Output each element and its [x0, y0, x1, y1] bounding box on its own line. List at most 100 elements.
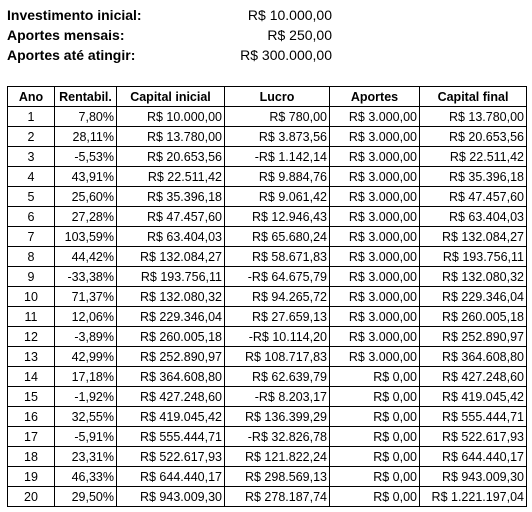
cell-ano: 8 [7, 246, 55, 267]
table-row: 14 17,18% R$ 364.608,80 R$ 62.639,79 R$ 0,00… [7, 366, 527, 387]
cell-ano: 11 [7, 306, 55, 327]
table-row: 10 71,37% R$ 132.080,32 R$ 94.265,72 R$ 3.00… [7, 286, 527, 307]
cell-capital-inicial: R$ 522.617,93 [116, 446, 225, 467]
cell-capital-final: R$ 132.084,27 [419, 226, 527, 247]
table-row: 18 23,31% R$ 522.617,93 R$ 121.822,24 R$ 0,0… [7, 446, 527, 467]
cell-capital-final: R$ 35.396,18 [419, 166, 527, 187]
cell-capital-inicial: R$ 943.009,30 [116, 486, 225, 507]
cell-rentabilidade: 7,80% [54, 106, 117, 127]
cell-aportes: R$ 3.000,00 [329, 126, 420, 147]
cell-ano: 4 [7, 166, 55, 187]
cell-lucro: -R$ 1.142,14 [224, 146, 330, 167]
cell-rentabilidade: 46,33% [54, 466, 117, 487]
cell-ano: 15 [7, 386, 55, 407]
header-aportes: Aportes [329, 86, 420, 107]
summary-value: R$ 250,00 [267, 27, 332, 43]
header-capital-inicial: Capital inicial [116, 86, 225, 107]
cell-capital-final: R$ 193.756,11 [419, 246, 527, 267]
cell-ano: 16 [7, 406, 55, 427]
summary-row-contribution-limit: Aportes até atingir: R$ 300.000,00 [7, 45, 332, 65]
cell-capital-inicial: R$ 63.404,03 [116, 226, 225, 247]
cell-ano: 5 [7, 186, 55, 207]
summary-label: Aportes mensais: [7, 27, 125, 43]
cell-rentabilidade: 32,55% [54, 406, 117, 427]
cell-rentabilidade: -3,89% [54, 326, 117, 347]
cell-capital-final: R$ 20.653,56 [419, 126, 527, 147]
table-row: 5 25,60% R$ 35.396,18 R$ 9.061,42 R$ 3.000,0… [7, 186, 527, 207]
cell-aportes: R$ 0,00 [329, 366, 420, 387]
cell-lucro: R$ 136.399,29 [224, 406, 330, 427]
cell-rentabilidade: 44,42% [54, 246, 117, 267]
cell-aportes: R$ 0,00 [329, 486, 420, 507]
summary-value: R$ 10.000,00 [247, 7, 332, 23]
summary-row-initial-investment: Investimento inicial: R$ 10.000,00 [7, 5, 332, 25]
cell-ano: 10 [7, 286, 55, 307]
cell-lucro: R$ 278.187,74 [224, 486, 330, 507]
summary-row-monthly-contribution: Aportes mensais: R$ 250,00 [7, 25, 332, 45]
cell-rentabilidade: 27,28% [54, 206, 117, 227]
cell-capital-final: R$ 47.457,60 [419, 186, 527, 207]
cell-capital-final: R$ 644.440,17 [419, 446, 527, 467]
table-row: 2 28,11% R$ 13.780,00 R$ 3.873,56 R$ 3.000,0… [7, 126, 527, 147]
cell-lucro: R$ 9.884,76 [224, 166, 330, 187]
cell-capital-final: R$ 63.404,03 [419, 206, 527, 227]
cell-aportes: R$ 3.000,00 [329, 206, 420, 227]
cell-capital-final: R$ 252.890,97 [419, 326, 527, 347]
summary-label: Investimento inicial: [7, 7, 142, 23]
cell-capital-final: R$ 555.444,71 [419, 406, 527, 427]
cell-capital-inicial: R$ 193.756,11 [116, 266, 225, 287]
cell-rentabilidade: 103,59% [54, 226, 117, 247]
cell-capital-final: R$ 1.221.197,04 [419, 486, 527, 507]
cell-ano: 2 [7, 126, 55, 147]
cell-ano: 7 [7, 226, 55, 247]
cell-rentabilidade: 29,50% [54, 486, 117, 507]
cell-lucro: -R$ 32.826,78 [224, 426, 330, 447]
cell-rentabilidade: -5,91% [54, 426, 117, 447]
cell-capital-inicial: R$ 427.248,60 [116, 386, 225, 407]
cell-aportes: R$ 3.000,00 [329, 266, 420, 287]
cell-capital-inicial: R$ 10.000,00 [116, 106, 225, 127]
cell-rentabilidade: 71,37% [54, 286, 117, 307]
cell-lucro: -R$ 10.114,20 [224, 326, 330, 347]
cell-capital-inicial: R$ 132.084,27 [116, 246, 225, 267]
cell-aportes: R$ 3.000,00 [329, 286, 420, 307]
cell-aportes: R$ 3.000,00 [329, 186, 420, 207]
table-row: 13 42,99% R$ 252.890,97 R$ 108.717,83 R$ 3.0… [7, 346, 527, 367]
table-row: 16 32,55% R$ 419.045,42 R$ 136.399,29 R$ 0,0… [7, 406, 527, 427]
cell-aportes: R$ 0,00 [329, 446, 420, 467]
table-row: 4 43,91% R$ 22.511,42 R$ 9.884,76 R$ 3.000,0… [7, 166, 527, 187]
cell-capital-inicial: R$ 644.440,17 [116, 466, 225, 487]
cell-capital-final: R$ 132.080,32 [419, 266, 527, 287]
summary-value: R$ 300.000,00 [240, 47, 332, 63]
cell-rentabilidade: -33,38% [54, 266, 117, 287]
table-row: 7 103,59% R$ 63.404,03 R$ 65.680,24 R$ 3.000… [7, 226, 527, 247]
cell-lucro: R$ 65.680,24 [224, 226, 330, 247]
cell-aportes: R$ 0,00 [329, 466, 420, 487]
cell-lucro: -R$ 8.203,17 [224, 386, 330, 407]
table-row: 17 -5,91% R$ 555.444,71 -R$ 32.826,78 R$ 0,0… [7, 426, 527, 447]
table-row: 19 46,33% R$ 644.440,17 R$ 298.569,13 R$ 0,0… [7, 466, 527, 487]
table-row: 8 44,42% R$ 132.084,27 R$ 58.671,83 R$ 3.000… [7, 246, 527, 267]
cell-aportes: R$ 3.000,00 [329, 146, 420, 167]
cell-lucro: R$ 58.671,83 [224, 246, 330, 267]
cell-aportes: R$ 3.000,00 [329, 166, 420, 187]
table-row: 11 12,06% R$ 229.346,04 R$ 27.659,13 R$ 3.00… [7, 306, 527, 327]
summary-block: Investimento inicial: R$ 10.000,00 Aport… [7, 5, 332, 65]
table-row: 6 27,28% R$ 47.457,60 R$ 12.946,43 R$ 3.000,… [7, 206, 527, 227]
cell-ano: 1 [7, 106, 55, 127]
cell-capital-final: R$ 427.248,60 [419, 366, 527, 387]
table-row: 1 7,80% R$ 10.000,00 R$ 780,00 R$ 3.000,00 R$… [7, 106, 527, 127]
cell-capital-inicial: R$ 47.457,60 [116, 206, 225, 227]
table-row: 20 29,50% R$ 943.009,30 R$ 278.187,74 R$ 0,0… [7, 486, 527, 507]
table-row: 3 -5,53% R$ 20.653,56 -R$ 1.142,14 R$ 3.000,… [7, 146, 527, 167]
cell-ano: 20 [7, 486, 55, 507]
cell-rentabilidade: 25,60% [54, 186, 117, 207]
cell-aportes: R$ 3.000,00 [329, 246, 420, 267]
cell-aportes: R$ 3.000,00 [329, 226, 420, 247]
table-row: 15 -1,92% R$ 427.248,60 -R$ 8.203,17 R$ 0,00… [7, 386, 527, 407]
header-rentabilidade: Rentabil. [54, 86, 117, 107]
cell-ano: 14 [7, 366, 55, 387]
cell-rentabilidade: 23,31% [54, 446, 117, 467]
cell-capital-final: R$ 419.045,42 [419, 386, 527, 407]
cell-capital-inicial: R$ 35.396,18 [116, 186, 225, 207]
